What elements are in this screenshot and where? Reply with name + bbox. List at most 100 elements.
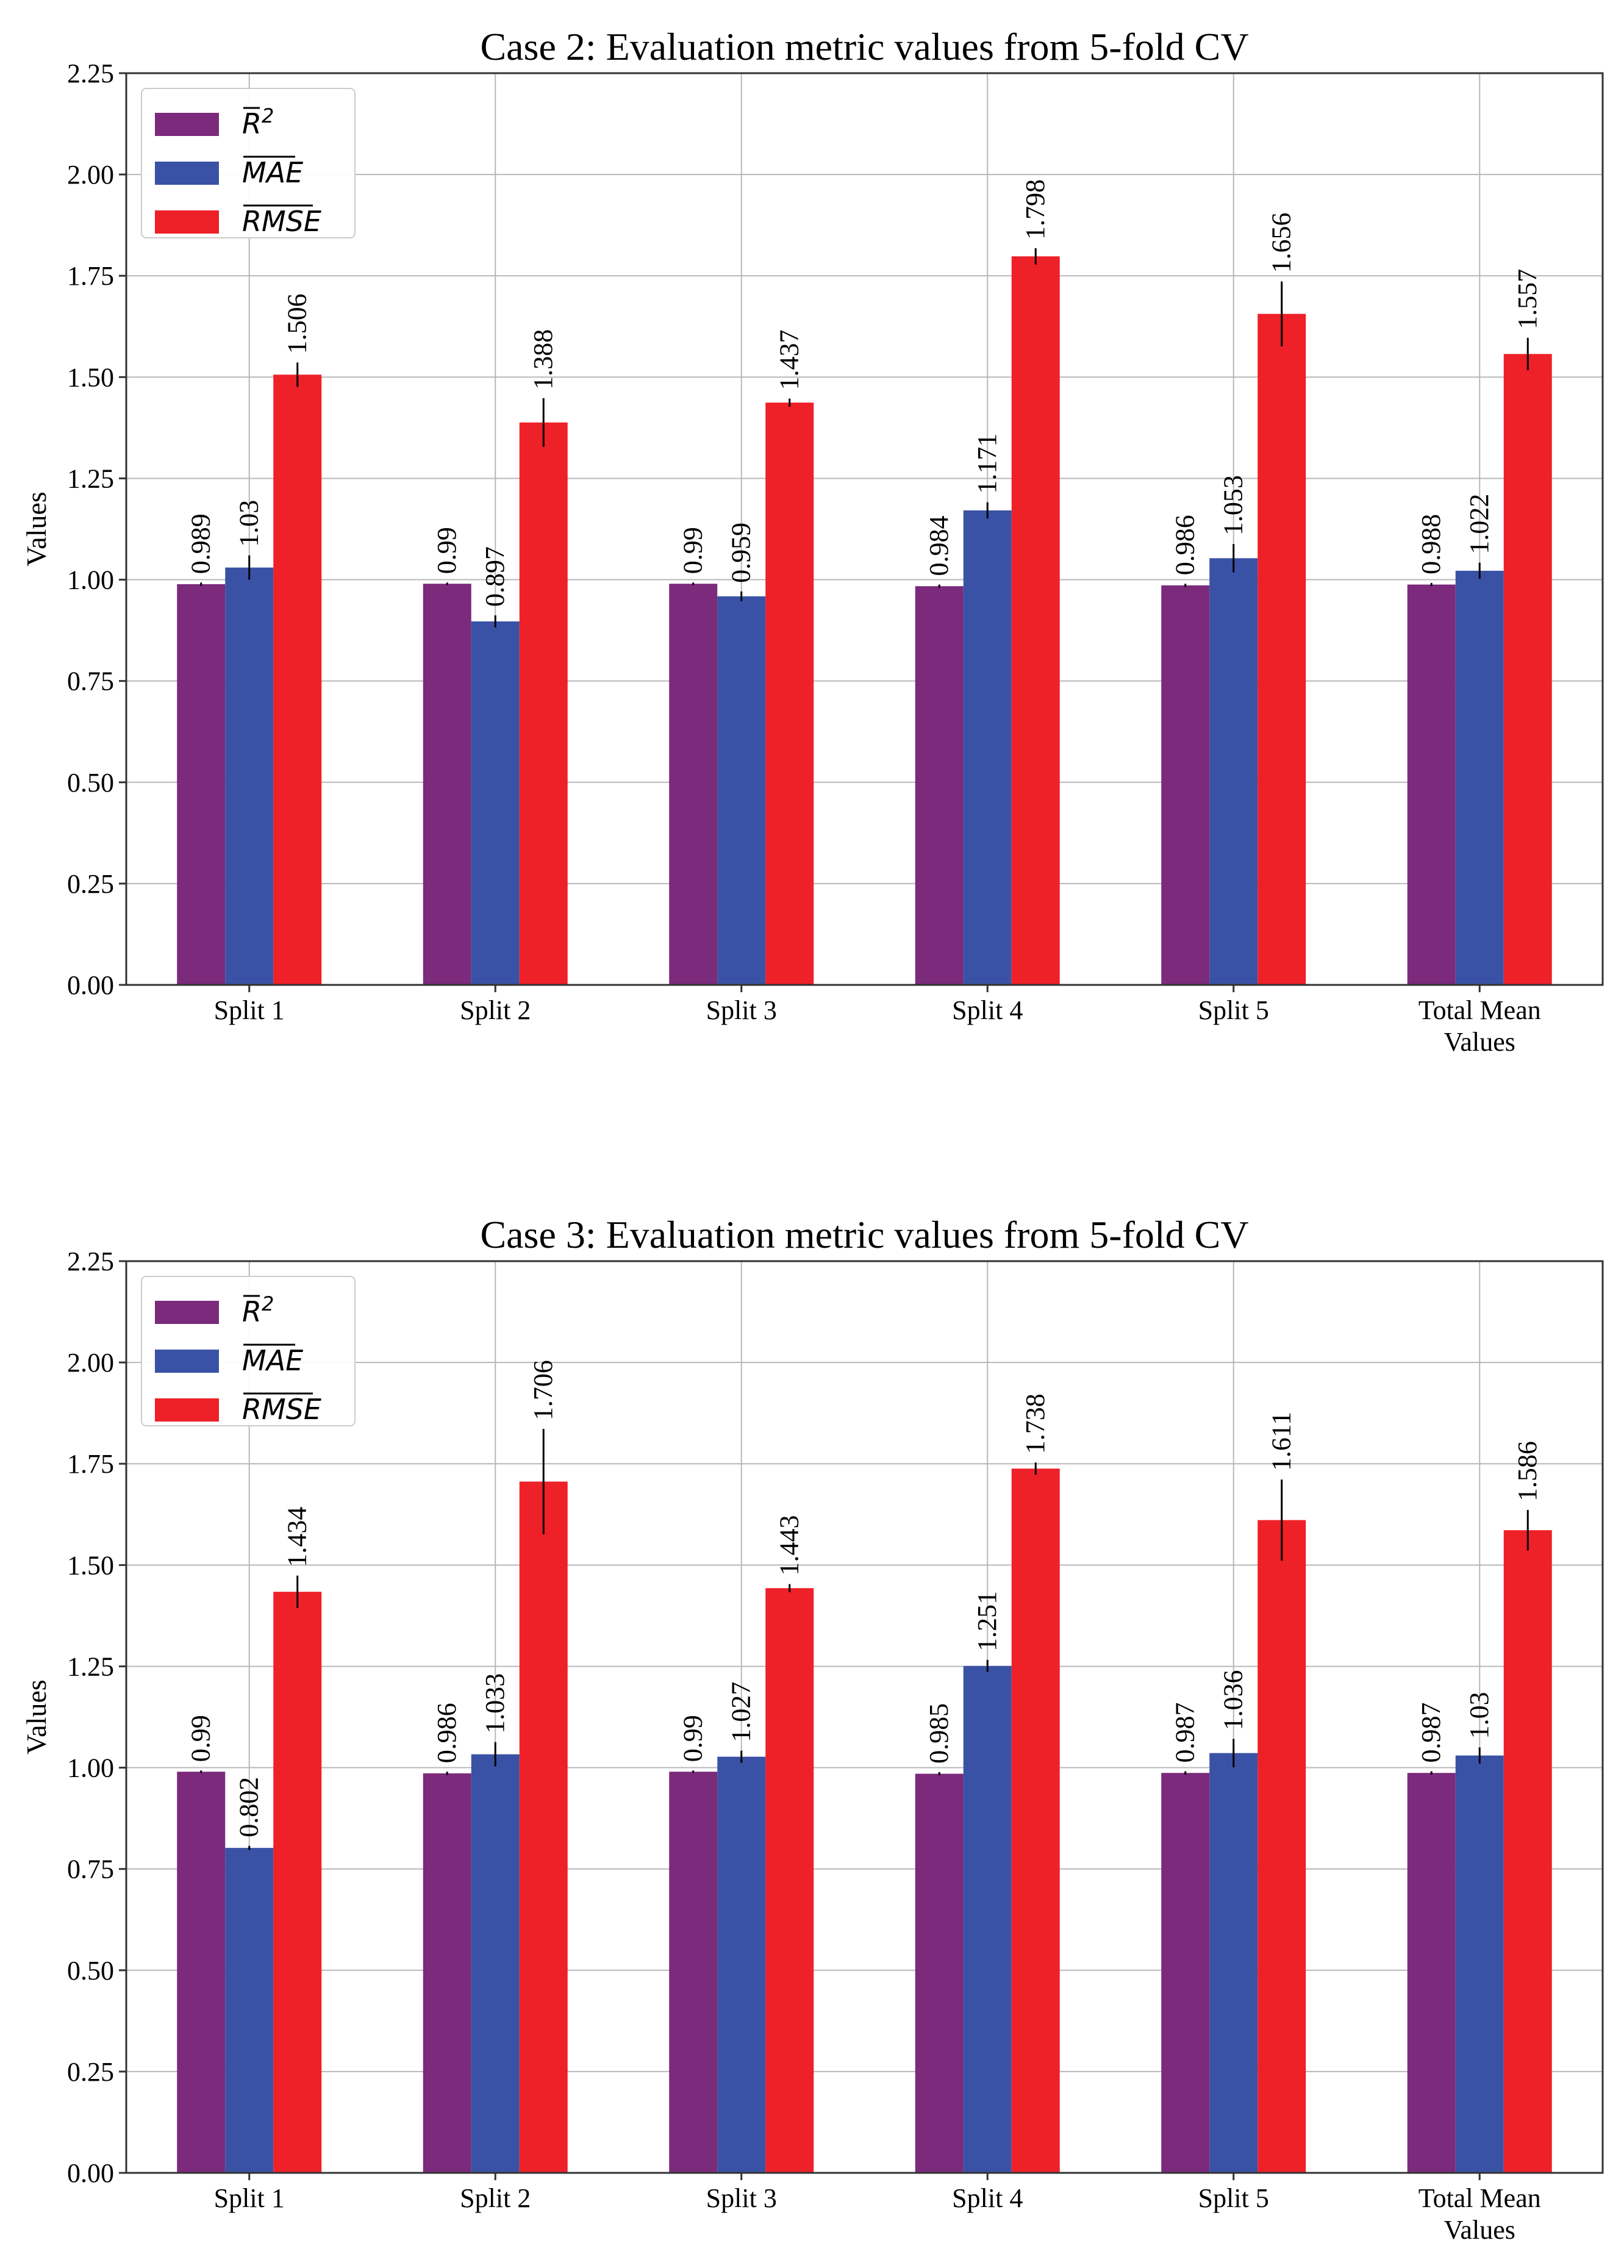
- bar-r2-4: [915, 1773, 964, 2173]
- legend-label-mae: MAE: [242, 156, 303, 189]
- bar-rmse-2: [519, 422, 568, 985]
- bar-mae-1: [225, 1848, 274, 2173]
- bar-rmse-4: [1011, 256, 1060, 986]
- y-tick-label: 1.25: [67, 1651, 114, 1681]
- data-label: 1.027: [726, 1682, 756, 1742]
- bar-r2-3: [669, 1772, 718, 2173]
- y-tick-label: 1.25: [67, 463, 114, 493]
- x-tick-label: Values: [1444, 2215, 1515, 2245]
- y-tick-label: 1.00: [67, 565, 114, 595]
- bar-rmse-2: [519, 1481, 568, 2173]
- data-label: 1.586: [1512, 1441, 1542, 1501]
- legend-label-rmse: RMSE: [242, 205, 321, 238]
- bar-rmse-4: [1011, 1468, 1060, 2173]
- bar-r2-5: [1161, 1773, 1210, 2173]
- data-label: 1.251: [972, 1591, 1002, 1651]
- bar-mae-4: [963, 510, 1012, 985]
- data-label: 1.03: [234, 500, 264, 547]
- data-label: 0.986: [432, 1703, 462, 1763]
- data-label: 0.987: [1170, 1703, 1200, 1763]
- y-axis-label: Values: [21, 492, 52, 567]
- bar-r2-1: [177, 1772, 226, 2173]
- data-label: 0.985: [924, 1703, 954, 1764]
- x-tick-label: Split 5: [1198, 2183, 1269, 2213]
- legend-swatch-mae: [155, 1350, 219, 1373]
- x-tick-label: Split 3: [706, 2183, 777, 2213]
- x-tick-label: Split 3: [706, 995, 777, 1025]
- bar-r2-2: [423, 1773, 471, 2173]
- data-label: 1.437: [774, 330, 804, 390]
- bar-r2-2: [423, 584, 471, 985]
- y-tick-label: 0.00: [67, 970, 114, 1000]
- x-tick-label: Values: [1444, 1027, 1515, 1057]
- data-label: 1.171: [972, 434, 1002, 494]
- legend-label-r2: R2: [242, 104, 274, 140]
- data-label: 1.022: [1464, 494, 1494, 554]
- y-tick-label: 0.25: [67, 2057, 114, 2087]
- y-tick-label: 1.75: [67, 261, 114, 291]
- y-tick-label: 2.25: [67, 59, 114, 88]
- y-tick-label: 0.00: [67, 2158, 114, 2188]
- y-tick-label: 1.50: [67, 1550, 114, 1580]
- legend-label-rmse: RMSE: [242, 1393, 321, 1426]
- y-tick-label: 1.75: [67, 1449, 114, 1479]
- y-tick-label: 1.00: [67, 1753, 114, 1783]
- x-tick-label: Split 5: [1198, 995, 1269, 1025]
- x-tick-label: Total Mean: [1418, 995, 1541, 1025]
- bar-mae-1: [225, 567, 274, 985]
- data-label: 1.036: [1218, 1670, 1248, 1730]
- y-tick-label: 2.00: [67, 160, 114, 190]
- bar-r2-4: [915, 586, 964, 985]
- y-tick-label: 2.25: [67, 1247, 114, 1276]
- data-label: 0.988: [1416, 514, 1446, 574]
- data-label: 1.611: [1267, 1412, 1297, 1471]
- x-tick-label: Split 2: [460, 995, 531, 1025]
- legend-swatch-r2: [155, 113, 219, 136]
- data-label: 0.897: [480, 546, 510, 607]
- data-label: 0.987: [1416, 1703, 1446, 1763]
- plot-frame: [125, 72, 1604, 986]
- bar-mae-5: [1209, 558, 1258, 985]
- bar-r2-6: [1407, 1773, 1456, 2173]
- bar-rmse-6: [1503, 354, 1552, 986]
- bar-r2-3: [669, 584, 718, 985]
- bar-rmse-5: [1257, 1520, 1306, 2173]
- chart-title: Case 3: Evaluation metric values from 5-…: [480, 1213, 1248, 1256]
- data-label: 0.802: [234, 1777, 264, 1837]
- bar-rmse-1: [273, 1592, 322, 2173]
- bar-r2-5: [1161, 585, 1210, 985]
- data-label: 0.99: [432, 527, 462, 574]
- x-tick-label: Split 1: [214, 2183, 285, 2213]
- data-label: 0.99: [186, 1715, 216, 1762]
- bar-mae-2: [471, 1754, 520, 2173]
- data-label: 1.656: [1267, 213, 1297, 273]
- bar-rmse-3: [765, 1588, 814, 2173]
- x-tick-label: Split 1: [214, 995, 285, 1025]
- data-label: 0.99: [678, 527, 708, 574]
- data-label: 1.434: [282, 1507, 312, 1567]
- data-label: 1.03: [1464, 1692, 1494, 1739]
- bar-rmse-6: [1503, 1530, 1552, 2173]
- x-tick-label: Split 4: [952, 995, 1023, 1025]
- bar-r2-6: [1407, 584, 1456, 985]
- plot-frame: [125, 1260, 1604, 2174]
- data-label: 1.053: [1218, 475, 1248, 535]
- data-label: 1.443: [774, 1515, 804, 1576]
- data-label: 1.798: [1020, 179, 1050, 240]
- x-tick-label: Split 2: [460, 2183, 531, 2213]
- bar-rmse-3: [765, 402, 814, 985]
- y-tick-label: 1.50: [67, 362, 114, 392]
- y-tick-label: 0.50: [67, 1956, 114, 1986]
- legend-swatch-r2: [155, 1301, 219, 1324]
- data-label: 1.557: [1512, 269, 1542, 329]
- data-label: 1.706: [528, 1360, 558, 1420]
- chart-panel-2: Case 3: Evaluation metric values from 5-…: [21, 1213, 1604, 2245]
- bar-rmse-5: [1257, 313, 1306, 986]
- bar-mae-3: [717, 1756, 766, 2173]
- y-tick-label: 0.25: [67, 869, 114, 899]
- data-label: 1.388: [528, 329, 558, 390]
- legend-swatch-mae: [155, 162, 219, 185]
- data-label: 0.959: [726, 523, 756, 583]
- data-label: 0.984: [924, 516, 954, 576]
